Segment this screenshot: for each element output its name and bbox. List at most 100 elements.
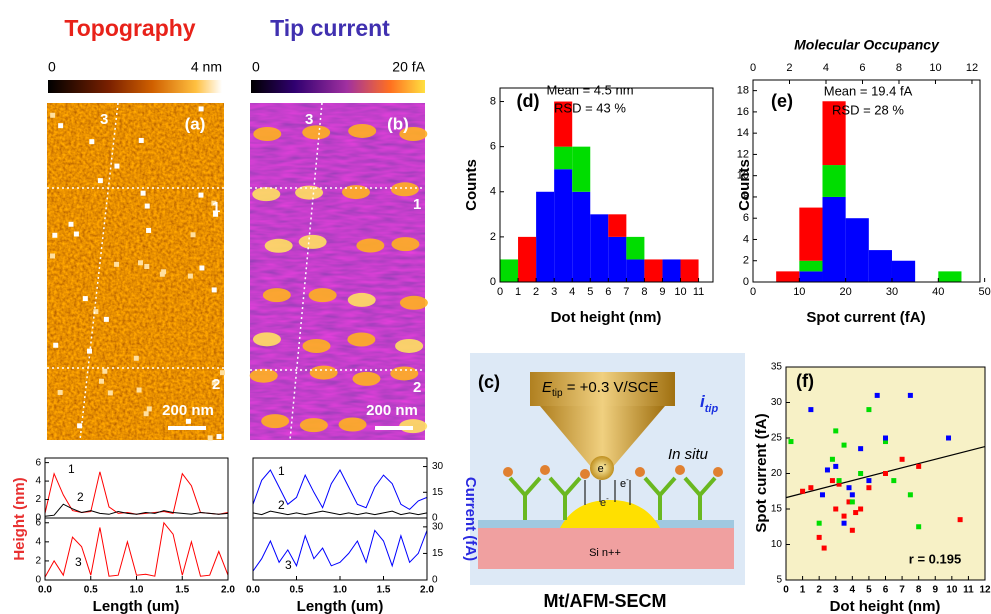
profile-line (44, 471, 229, 515)
spot (309, 365, 338, 380)
bar (500, 259, 519, 282)
y-tick-label: 6 (35, 517, 41, 528)
x-tick-label: 10 (946, 585, 958, 596)
x-tick-label: 6 (883, 585, 889, 596)
series-label: 3 (285, 558, 292, 572)
spot (219, 370, 225, 376)
y-axis-title: Height (nm) (11, 477, 28, 560)
plot-frame (752, 79, 981, 283)
electron-charge: - (626, 475, 629, 484)
spot (211, 287, 217, 293)
bar (608, 236, 627, 282)
tethers (584, 480, 631, 505)
symbol: i (700, 392, 706, 411)
bar (845, 218, 869, 282)
spot (198, 106, 204, 112)
spot (103, 316, 109, 322)
annotation: Mean = 4.5 nm (546, 82, 633, 97)
series-label: 3 (75, 555, 82, 569)
spot (391, 237, 420, 252)
x-tick-label: 0.0 (38, 585, 52, 596)
x-tick-label: 40 (932, 286, 944, 298)
point (821, 545, 827, 551)
bar (518, 236, 537, 282)
value: = +0.3 V/SCE (563, 379, 659, 396)
bar (554, 169, 573, 282)
spot (261, 414, 290, 429)
spot (143, 411, 149, 417)
y-tick-label: 0 (35, 513, 41, 524)
point (866, 478, 872, 484)
scalebar (375, 426, 413, 430)
current-spots (249, 123, 428, 434)
spot (298, 234, 327, 249)
current-image (250, 103, 425, 440)
y-tick-label: 15 (432, 548, 444, 559)
bar (891, 260, 916, 282)
electron-charge: - (604, 460, 607, 469)
bar (776, 271, 800, 282)
bar (644, 259, 663, 282)
x-tick-label: 20 (840, 286, 852, 298)
tip-body (530, 372, 675, 406)
y-tick-label: 0 (35, 575, 41, 586)
spot (144, 263, 150, 269)
caption: Mt/AFM-SECM (544, 591, 667, 611)
spot (89, 139, 95, 145)
point (858, 471, 864, 476)
x2-tick-label: 8 (896, 62, 902, 74)
panel-label: (e) (771, 91, 793, 111)
spot (347, 292, 376, 307)
point (866, 485, 872, 491)
x-tick-label: 2.0 (221, 585, 235, 596)
x-tick-label: 5 (866, 585, 872, 596)
spot (98, 378, 104, 384)
colorbar (48, 80, 222, 93)
ball (540, 465, 550, 475)
spot (308, 288, 337, 303)
x-tick-label: 0 (783, 585, 789, 596)
x-tick-label: 5 (587, 286, 593, 298)
x2-axis-title: Molecular Occupancy (794, 37, 940, 53)
spot (299, 418, 328, 433)
point (824, 467, 830, 473)
spot (86, 348, 92, 354)
spot (133, 355, 139, 361)
x-axis-title: Length (um) (93, 598, 180, 614)
spot (352, 371, 381, 386)
x-tick-label: 2 (533, 286, 539, 298)
y-tick-label: 2 (35, 556, 41, 567)
x-tick-label: 1.5 (175, 585, 189, 596)
spot (50, 112, 56, 118)
series-label: 1 (68, 462, 75, 476)
y-axis-title: Current (fA) (462, 477, 479, 561)
colorbar-max: 4 nm (191, 59, 222, 75)
x-axis-title: Spot current (fA) (806, 309, 925, 326)
x-tick-label: 11 (693, 286, 704, 298)
electron-label: e- (620, 475, 629, 490)
x-tick-label: 12 (979, 585, 991, 596)
y-tick-label: 30 (432, 461, 444, 472)
point (800, 488, 806, 494)
spot (68, 221, 74, 227)
point (829, 456, 835, 462)
x2-tick-label: 6 (859, 62, 865, 74)
spot (264, 238, 293, 253)
point (833, 463, 839, 469)
x-tick-label: 8 (916, 585, 922, 596)
y-tick-label: 16 (737, 106, 749, 118)
spot (213, 211, 219, 217)
spot (399, 295, 428, 310)
panel-title: Topography (64, 15, 195, 41)
x-tick-label: 30 (886, 286, 898, 298)
y-tick-label: 2 (743, 255, 749, 267)
substrate (478, 527, 734, 569)
bar (799, 260, 823, 272)
point (816, 534, 822, 540)
profile-line (44, 503, 229, 517)
point (853, 510, 859, 516)
ball (675, 465, 685, 475)
y-tick-label: 30 (771, 397, 783, 408)
point (841, 442, 847, 448)
colorbar-max: 20 fA (392, 59, 425, 75)
